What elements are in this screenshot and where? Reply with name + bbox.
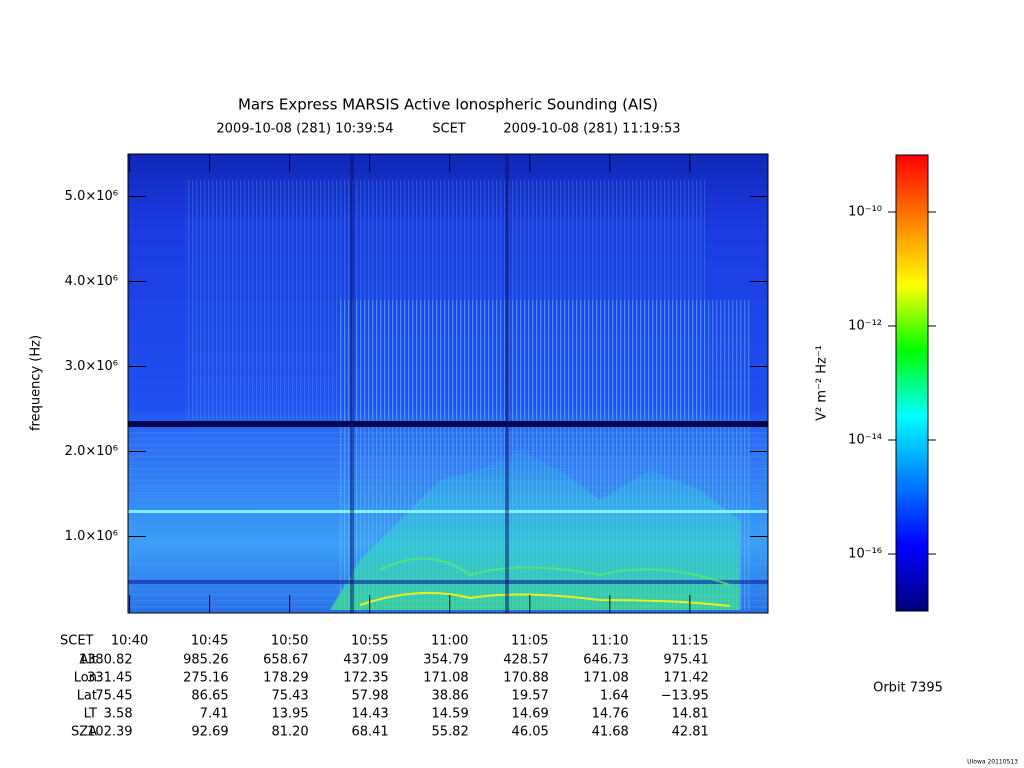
y-tick-label: 2.0×10⁶ bbox=[65, 444, 118, 459]
orbit-label: Orbit 7395 bbox=[873, 681, 943, 696]
time-label: SCET bbox=[432, 122, 466, 137]
y-tick-label: 4.0×10⁶ bbox=[65, 274, 118, 289]
x-tick-label: 11:10 bbox=[591, 634, 628, 649]
colorbar-label: V² m⁻² Hz⁻¹ bbox=[815, 345, 830, 421]
ephemeris-value: −13.95 bbox=[661, 689, 709, 704]
x-tick-label: 11:05 bbox=[511, 634, 548, 649]
x-tick-label: 10:50 bbox=[271, 634, 308, 649]
ephemeris-value: 86.65 bbox=[191, 689, 228, 704]
ephemeris-value: 178.29 bbox=[263, 671, 309, 686]
ephemeris-value: 171.08 bbox=[583, 671, 629, 686]
y-tick-label: 5.0×10⁶ bbox=[65, 189, 118, 204]
y-tick-label: 1.0×10⁶ bbox=[65, 529, 118, 544]
ephemeris-value: 3.58 bbox=[104, 707, 133, 722]
ephemeris-value: 75.43 bbox=[271, 689, 308, 704]
ephemeris-value: 7.41 bbox=[200, 707, 229, 722]
y-axis-label: frequency (Hz) bbox=[29, 335, 44, 431]
time-end: 2009-10-08 (281) 11:19:53 bbox=[503, 122, 680, 137]
ephemeris-label: Lat bbox=[77, 689, 97, 704]
ephemeris-value: 42.81 bbox=[672, 725, 709, 740]
ephemeris-value: 1.64 bbox=[600, 689, 629, 704]
ephemeris-value: 38.86 bbox=[432, 689, 469, 704]
spectrogram-image bbox=[128, 154, 768, 613]
ephemeris-value: 46.05 bbox=[512, 725, 549, 740]
ephemeris-value: 658.67 bbox=[263, 653, 309, 668]
ephemeris-label: Lon bbox=[74, 671, 97, 686]
ephemeris-value: 428.57 bbox=[503, 653, 549, 668]
colorbar bbox=[895, 154, 929, 612]
footer: UIowa 20110513 bbox=[967, 759, 1018, 766]
ephemeris-value: 102.39 bbox=[87, 725, 133, 740]
ephemeris-value: 170.88 bbox=[503, 671, 549, 686]
ephemeris-value: 975.41 bbox=[663, 653, 709, 668]
x-tick-label: 10:55 bbox=[351, 634, 388, 649]
ephemeris-value: 171.42 bbox=[663, 671, 709, 686]
ephemeris-value: 13.95 bbox=[271, 707, 308, 722]
ephemeris-value: 14.59 bbox=[432, 707, 469, 722]
ephemeris-label: LT bbox=[84, 707, 97, 722]
ephemeris-value: 275.16 bbox=[183, 671, 229, 686]
ephemeris-value: 14.76 bbox=[592, 707, 629, 722]
ephemeris-value: 14.43 bbox=[351, 707, 388, 722]
colorbar-tick-label: 10⁻¹⁴ bbox=[848, 433, 882, 448]
x-tick-label: 10:40 bbox=[111, 634, 148, 649]
ephemeris-value: 14.69 bbox=[512, 707, 549, 722]
ephemeris-value: 646.73 bbox=[583, 653, 629, 668]
ephemeris-value: 55.82 bbox=[432, 725, 469, 740]
ephemeris-label: SZA bbox=[71, 725, 97, 740]
ephemeris-value: 1380.82 bbox=[79, 653, 133, 668]
ephemeris-value: 437.09 bbox=[343, 653, 389, 668]
ephemeris-value: 57.98 bbox=[351, 689, 388, 704]
ephemeris-value: 331.45 bbox=[87, 671, 133, 686]
ephemeris-label: Alt bbox=[79, 653, 97, 668]
ephemeris-value: 19.57 bbox=[512, 689, 549, 704]
x-tick-label: 11:15 bbox=[671, 634, 708, 649]
ephemeris-value: 171.08 bbox=[423, 671, 469, 686]
ephemeris-value: 14.81 bbox=[672, 707, 709, 722]
time-start: 2009-10-08 (281) 10:39:54 bbox=[216, 122, 393, 137]
ephemeris-value: 41.68 bbox=[592, 725, 629, 740]
chart-title: Mars Express MARSIS Active Ionospheric S… bbox=[238, 96, 658, 114]
plot-frame bbox=[127, 153, 769, 614]
x-tick-label: 11:00 bbox=[431, 634, 468, 649]
colorbar-tick-label: 10⁻¹⁶ bbox=[848, 547, 882, 562]
ephemeris-value: 81.20 bbox=[271, 725, 308, 740]
x-tick-label: 10:45 bbox=[191, 634, 228, 649]
ephemeris-value: 92.69 bbox=[191, 725, 228, 740]
ephemeris-value: 68.41 bbox=[351, 725, 388, 740]
colorbar-tick-label: 10⁻¹⁰ bbox=[848, 205, 882, 220]
colorbar-tick-label: 10⁻¹² bbox=[848, 319, 882, 334]
ephemeris-value: 172.35 bbox=[343, 671, 389, 686]
ephemeris-value: 75.45 bbox=[95, 689, 132, 704]
y-tick-label: 3.0×10⁶ bbox=[65, 359, 118, 374]
ephemeris-value: 985.26 bbox=[183, 653, 229, 668]
x-row-label: SCET bbox=[60, 634, 94, 649]
ephemeris-value: 354.79 bbox=[423, 653, 469, 668]
